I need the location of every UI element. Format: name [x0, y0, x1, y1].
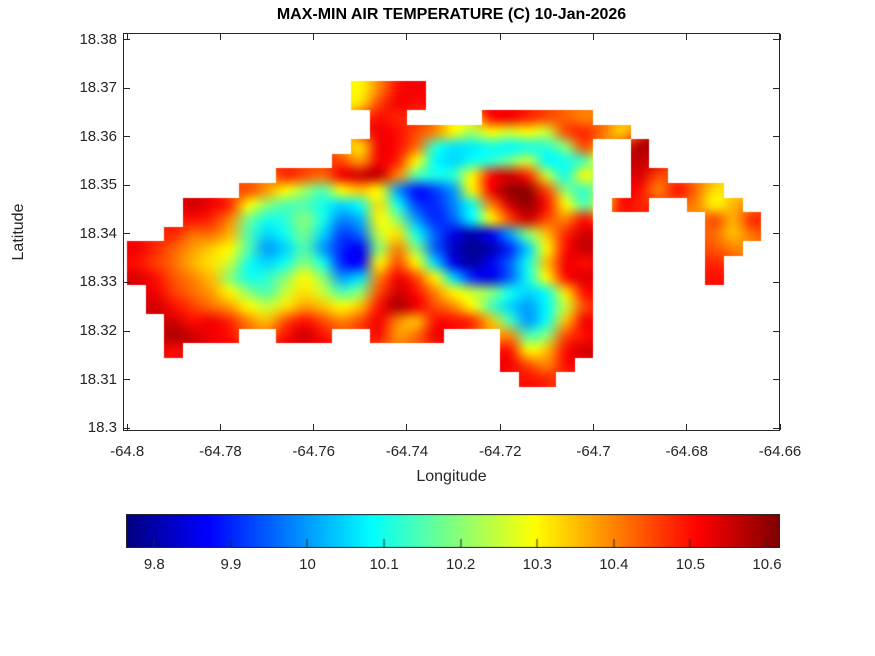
y-tick-label: 18.3	[87, 419, 117, 437]
x-tick	[219, 424, 221, 430]
x-tick	[406, 34, 408, 40]
chart-title: MAX-MIN AIR TEMPERATURE (C) 10-Jan-2026	[276, 6, 627, 23]
x-tick-label: -64.78	[199, 443, 242, 460]
y-tick	[773, 87, 779, 89]
colorbar-tick-label: 9.9	[220, 556, 242, 573]
y-tick	[773, 184, 779, 186]
y-tick	[124, 281, 130, 283]
x-tick	[313, 34, 315, 40]
y-axis-label: Latitude	[10, 203, 27, 261]
x-tick-label: -64.66	[758, 443, 802, 460]
colorbar-tick-label: 10.6	[752, 556, 782, 573]
y-tick	[773, 136, 779, 138]
y-tick-label: 18.31	[79, 370, 117, 388]
y-tick	[124, 136, 130, 138]
colorbar-tick-label: 9.8	[143, 556, 165, 573]
y-tick	[773, 281, 779, 283]
y-tick	[124, 87, 130, 89]
x-tick	[592, 34, 594, 40]
y-tick	[124, 39, 130, 41]
y-tick-label: 18.35	[79, 176, 117, 194]
x-tick	[406, 424, 408, 430]
colorbar-tick-label: 10.3	[522, 556, 552, 573]
x-tick	[592, 424, 594, 430]
y-tick	[773, 330, 779, 332]
x-tick	[219, 34, 221, 40]
y-tick-label: 18.38	[79, 30, 117, 48]
x-tick-label: -64.72	[478, 443, 522, 460]
y-tick	[124, 233, 130, 235]
x-tick	[779, 34, 781, 40]
x-tick	[499, 34, 501, 40]
x-tick	[313, 424, 315, 430]
y-tick	[124, 427, 130, 429]
y-tick	[124, 330, 130, 332]
x-tick	[126, 424, 128, 430]
y-tick-label: 18.33	[79, 273, 117, 291]
x-tick-label: -64.68	[665, 443, 709, 460]
y-tick	[773, 379, 779, 381]
y-tick	[773, 233, 779, 235]
y-tick	[773, 39, 779, 41]
heatmap-canvas	[123, 33, 780, 431]
x-tick-label: -64.7	[576, 443, 611, 460]
x-tick-label: -64.74	[385, 443, 429, 460]
x-tick	[126, 34, 128, 40]
y-tick	[773, 427, 779, 429]
x-tick	[686, 34, 688, 40]
colorbar-canvas	[126, 514, 780, 548]
y-tick-label: 18.34	[79, 224, 117, 242]
colorbar-tick-label: 10.4	[599, 556, 629, 573]
x-tick-label: -64.76	[292, 443, 335, 460]
x-tick-label: -64.8	[110, 443, 145, 460]
y-tick	[124, 184, 130, 186]
colorbar-tick-label: 10.2	[446, 556, 476, 573]
x-tick	[499, 424, 501, 430]
y-tick-label: 18.32	[79, 322, 117, 339]
y-tick-label: 18.37	[79, 79, 117, 97]
colorbar-tick-label: 10.1	[369, 556, 399, 573]
x-tick	[779, 424, 781, 430]
x-axis-label: Longitude	[416, 468, 487, 485]
x-tick	[686, 424, 688, 430]
colorbar-tick-label: 10.5	[675, 556, 705, 573]
colorbar-tick-label: 10	[299, 556, 316, 573]
y-tick-label: 18.36	[79, 127, 117, 145]
y-tick	[124, 379, 130, 381]
